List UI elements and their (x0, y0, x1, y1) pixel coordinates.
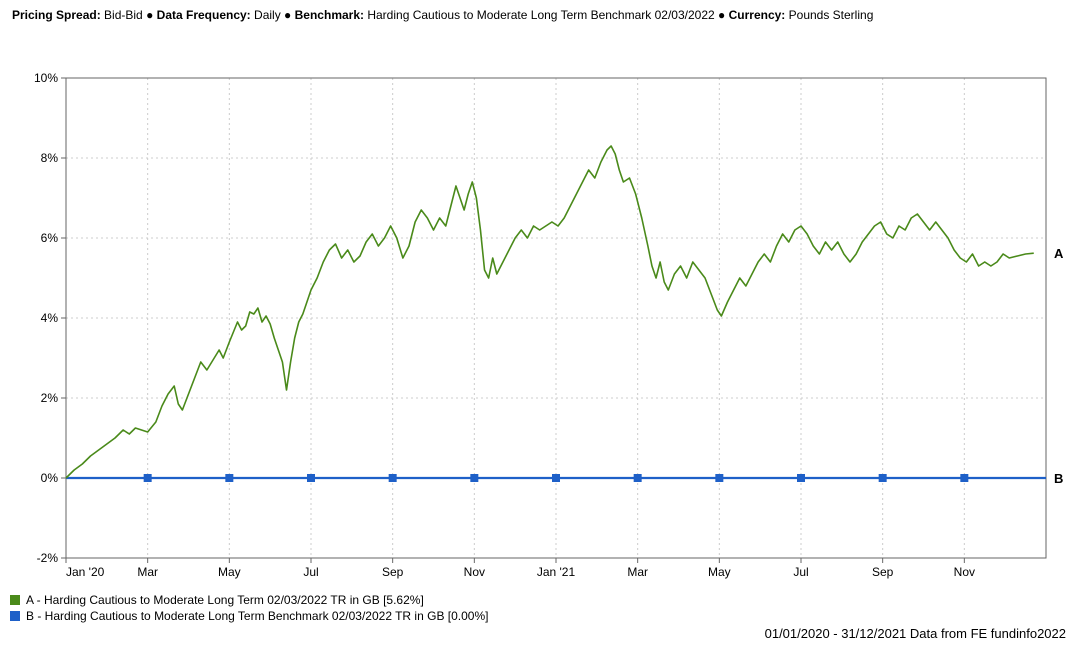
legend-swatch-b (10, 611, 20, 621)
chart-legend: A - Harding Cautious to Moderate Long Te… (10, 588, 1080, 624)
svg-text:Jan '20: Jan '20 (66, 565, 105, 579)
benchmark-value: Harding Cautious to Moderate Long Term B… (367, 8, 714, 22)
bullet-sep: ● (718, 8, 725, 22)
svg-text:Mar: Mar (627, 565, 648, 579)
svg-text:Jan '21: Jan '21 (537, 565, 576, 579)
svg-text:B: B (1054, 471, 1063, 486)
chart-footer: 01/01/2020 - 31/12/2021 Data from FE fun… (10, 624, 1080, 641)
svg-text:Sep: Sep (382, 565, 404, 579)
svg-text:Mar: Mar (137, 565, 158, 579)
svg-text:6%: 6% (41, 231, 59, 245)
chart-svg: -2% 0% 2% 4% 6% 8% 10% Jan '20 Mar May Jul Sep Nov Ja… (16, 28, 1076, 588)
data-frequency-label: Data Frequency: (157, 8, 251, 22)
pricing-spread-value: Bid-Bid (104, 8, 143, 22)
line-chart: -2% 0% 2% 4% 6% 8% 10% Jan '20 Mar May Jul Sep Nov Ja… (16, 28, 1076, 588)
legend-item-a: A - Harding Cautious to Moderate Long Te… (10, 592, 1080, 608)
svg-text:Nov: Nov (464, 565, 485, 579)
svg-text:2%: 2% (41, 391, 59, 405)
bullet-sep: ● (146, 8, 153, 22)
legend-text-b: B - Harding Cautious to Moderate Long Te… (26, 609, 488, 623)
bullet-sep: ● (284, 8, 291, 22)
svg-text:Nov: Nov (954, 565, 975, 579)
svg-text:0%: 0% (41, 471, 59, 485)
currency-label: Currency: (729, 8, 786, 22)
chart-header: Pricing Spread: Bid-Bid ● Data Frequency… (10, 6, 1080, 28)
pricing-spread-label: Pricing Spread: (12, 8, 101, 22)
chart-container: Pricing Spread: Bid-Bid ● Data Frequency… (0, 0, 1090, 670)
svg-text:May: May (218, 565, 241, 579)
legend-swatch-a (10, 595, 20, 605)
legend-item-b: B - Harding Cautious to Moderate Long Te… (10, 608, 1080, 624)
svg-text:Jul: Jul (793, 565, 808, 579)
data-frequency-value: Daily (254, 8, 281, 22)
svg-text:-2%: -2% (37, 551, 59, 565)
svg-text:10%: 10% (34, 71, 58, 85)
svg-text:May: May (708, 565, 731, 579)
legend-text-a: A - Harding Cautious to Moderate Long Te… (26, 593, 424, 607)
svg-text:A: A (1054, 246, 1064, 261)
svg-text:Jul: Jul (303, 565, 318, 579)
svg-text:8%: 8% (41, 151, 59, 165)
svg-text:4%: 4% (41, 311, 59, 325)
svg-text:Sep: Sep (872, 565, 894, 579)
date-range-source: 01/01/2020 - 31/12/2021 Data from FE fun… (765, 626, 1066, 641)
currency-value: Pounds Sterling (789, 8, 874, 22)
benchmark-label: Benchmark: (295, 8, 364, 22)
